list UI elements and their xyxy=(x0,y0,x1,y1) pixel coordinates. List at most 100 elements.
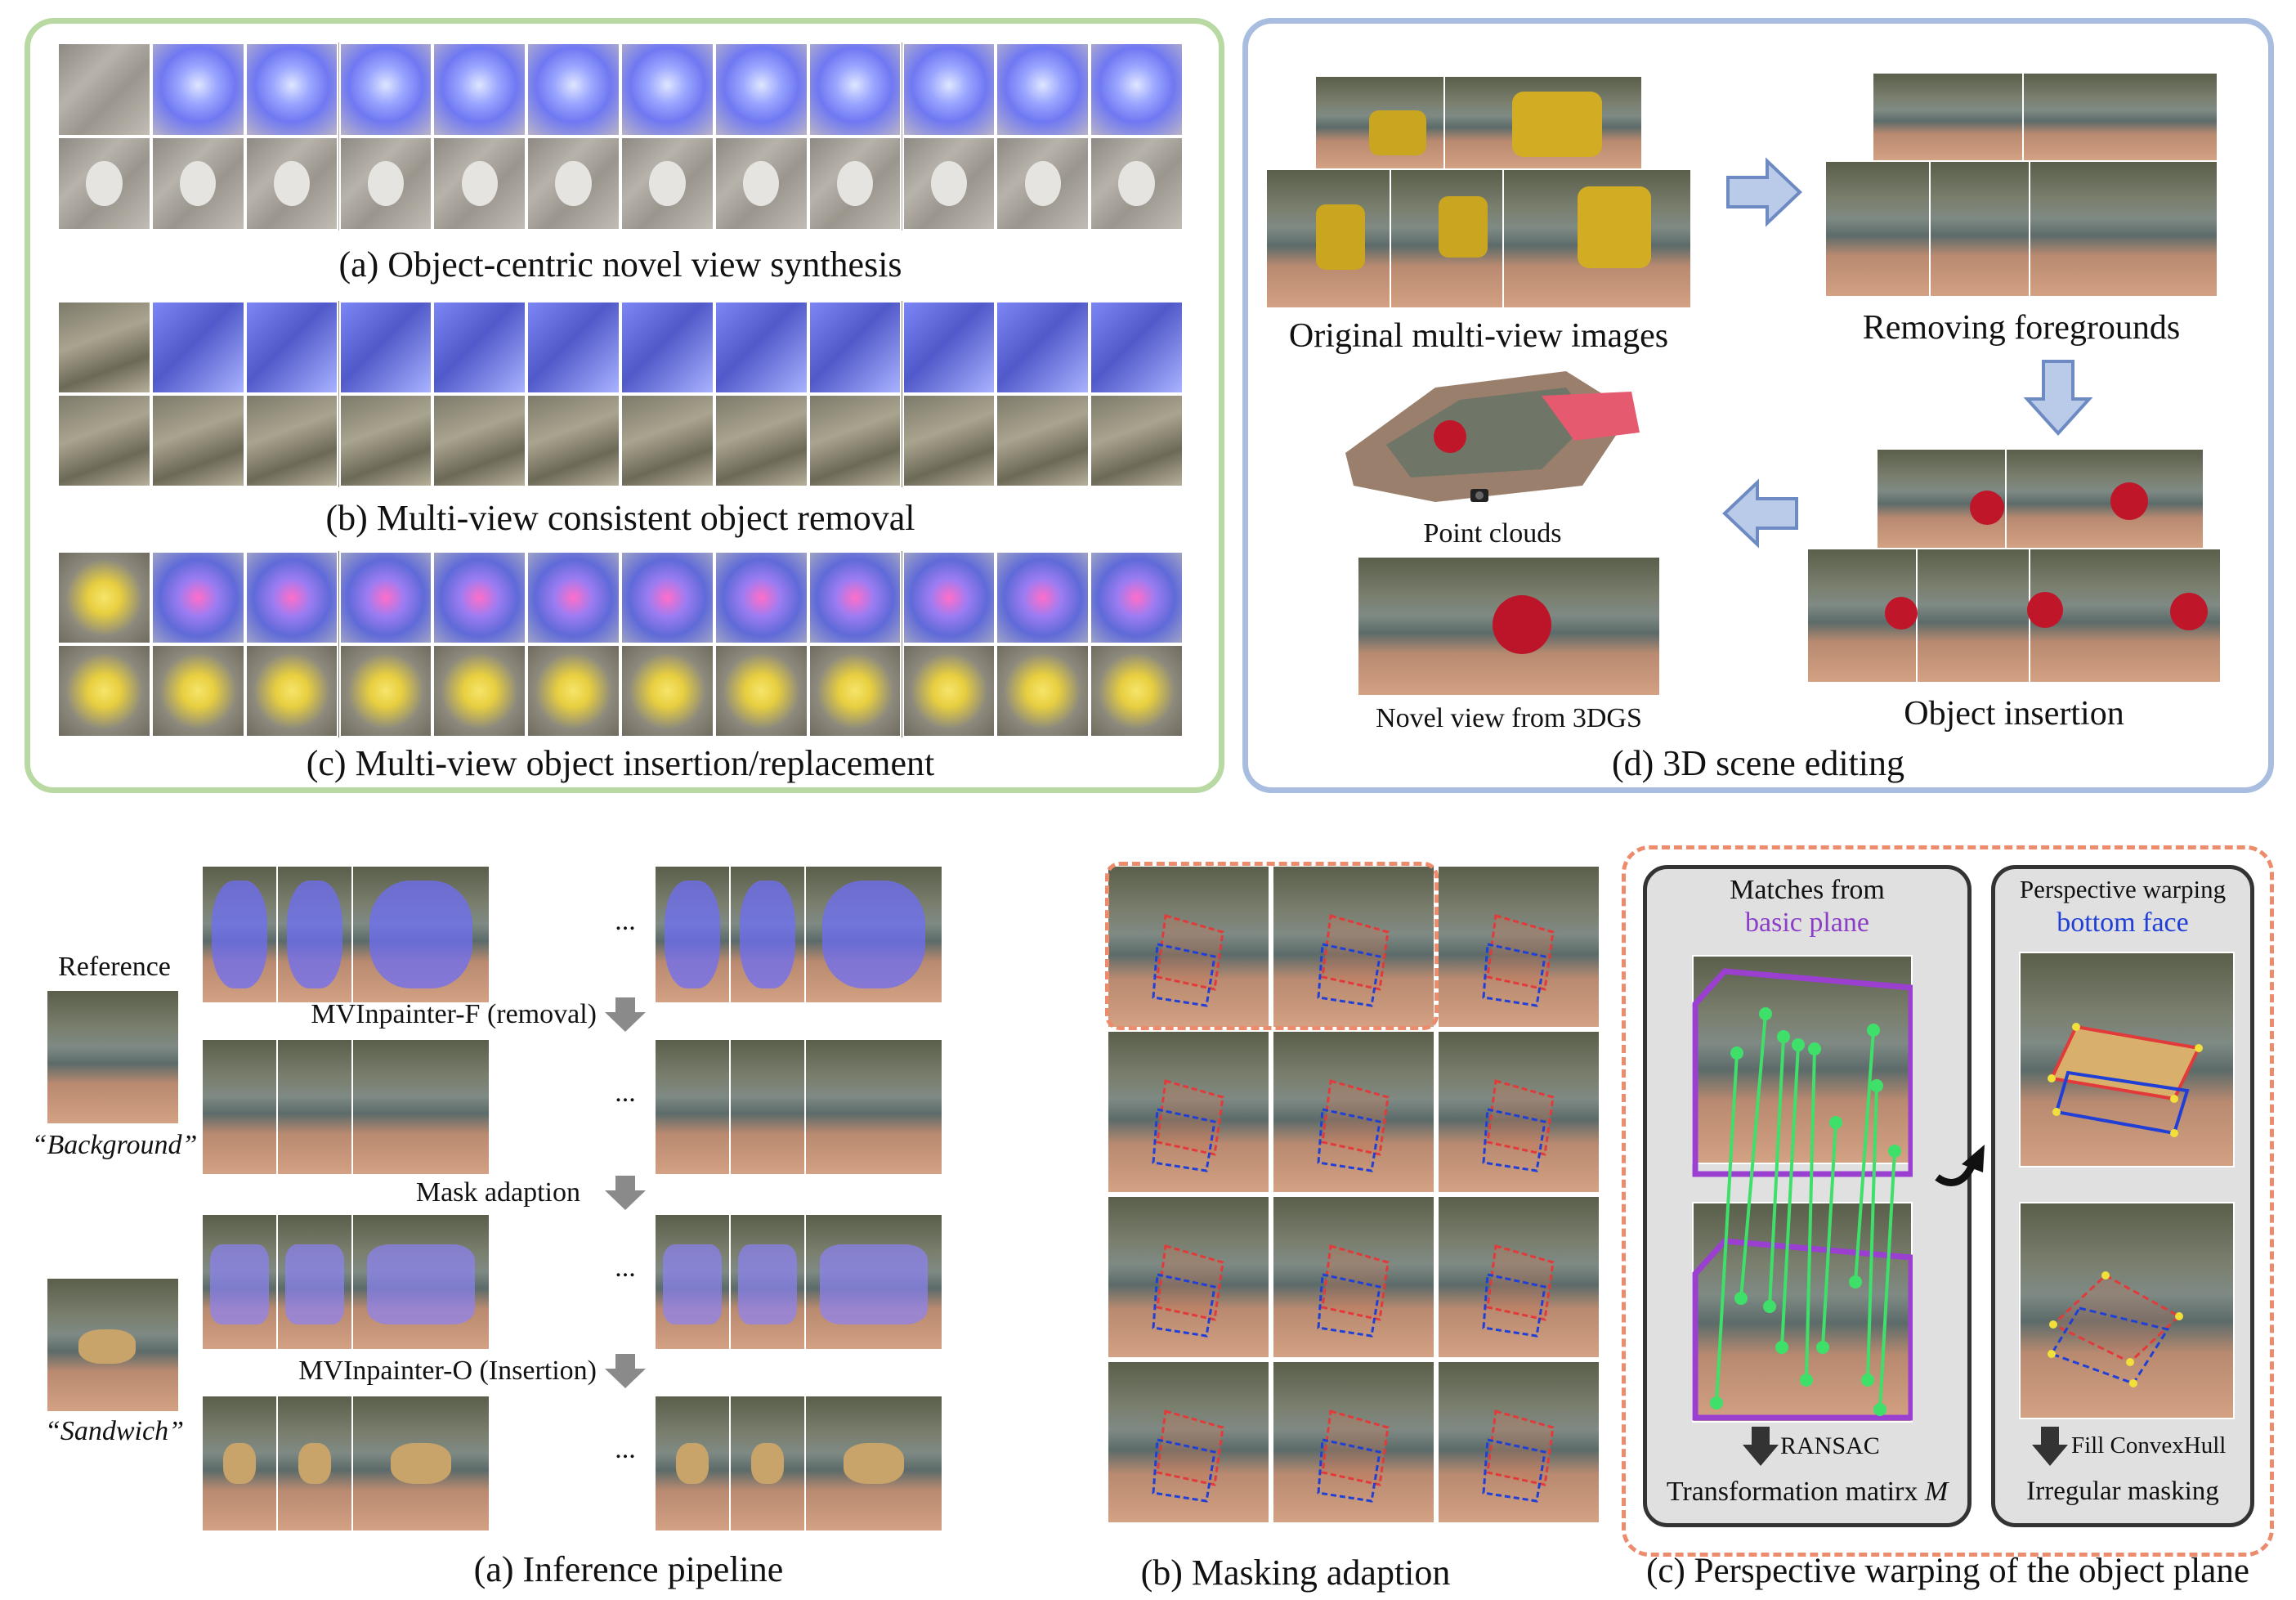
toy-car xyxy=(930,160,968,207)
image-tile xyxy=(338,43,433,137)
image-tile xyxy=(57,137,151,231)
image-tile xyxy=(1090,551,1184,644)
bulldozer-2 xyxy=(1512,92,1602,157)
toy-car xyxy=(649,160,686,207)
removed-image-2 xyxy=(2022,72,2218,162)
step-removal: MVInpainter-F (removal) xyxy=(311,999,597,1029)
image-tile xyxy=(902,551,996,644)
image-tile xyxy=(902,394,996,487)
image-tile xyxy=(432,137,527,231)
image-tile xyxy=(150,301,245,394)
image-tile xyxy=(808,644,902,737)
image-tile xyxy=(57,43,151,137)
irregular-masking-label: Irregular masking xyxy=(2026,1477,2219,1506)
pipeline-image xyxy=(804,1395,943,1532)
image-tile xyxy=(808,301,902,394)
image-tile xyxy=(432,301,527,394)
sandwich xyxy=(844,1443,904,1484)
image-tile xyxy=(1090,137,1184,231)
toy-car xyxy=(86,160,123,207)
pipeline-image xyxy=(351,1395,490,1532)
image-tile xyxy=(526,137,620,231)
image-tile xyxy=(244,43,339,137)
image-tile xyxy=(526,394,620,487)
masking-tile xyxy=(1107,1195,1270,1359)
masking-tile xyxy=(1437,1030,1600,1194)
curved-arrow-icon xyxy=(1935,1145,1985,1186)
sandwich-box-quad xyxy=(2048,1023,2203,1137)
masking-tile xyxy=(1437,1195,1600,1359)
image-tile xyxy=(714,301,808,394)
apple-5 xyxy=(2170,593,2208,630)
down-arrow-step-3 xyxy=(605,1354,646,1388)
strip-object-removal xyxy=(57,301,1184,487)
ellipsis-1: ... xyxy=(615,906,636,936)
image-tile xyxy=(620,394,714,487)
pipeline-image xyxy=(654,865,731,1004)
image-tile xyxy=(1090,394,1184,487)
camera-icon xyxy=(1470,489,1488,502)
bulldozer-1 xyxy=(1369,110,1426,155)
masking-tile xyxy=(1107,1360,1270,1524)
image-tile xyxy=(57,394,151,487)
pipeline-image xyxy=(729,865,806,1004)
label-insertion: Object insertion xyxy=(1904,695,2124,733)
pipeline-row-3 xyxy=(201,1213,1056,1351)
dashed-quad xyxy=(1152,1410,1224,1503)
image-tile xyxy=(150,551,245,644)
image-tile xyxy=(996,551,1090,644)
masking-tile xyxy=(1107,1030,1270,1194)
toy-car xyxy=(367,160,405,207)
pipeline-image xyxy=(201,865,278,1004)
toy-car xyxy=(1118,160,1155,207)
down-arrow-step-2 xyxy=(605,1176,646,1210)
dashed-quad xyxy=(1317,1244,1390,1338)
transformation-var: M xyxy=(1924,1477,1949,1507)
caption-perspective: (c) Perspective warping of the object pl… xyxy=(1646,1552,2249,1590)
pipeline-image xyxy=(351,1038,490,1176)
pipeline-row-2 xyxy=(201,1038,1056,1176)
image-tile xyxy=(526,43,620,137)
toy-car xyxy=(743,160,780,207)
mask-region xyxy=(738,1244,797,1325)
background-quote: “Background” xyxy=(31,1130,198,1160)
masking-tile xyxy=(1272,1360,1435,1524)
image-tile xyxy=(808,551,902,644)
pipeline-image xyxy=(804,1038,943,1176)
left-arrow-icon xyxy=(1722,478,1798,549)
label-removing: Removing foregrounds xyxy=(1862,309,2181,347)
reference-label: Reference xyxy=(58,952,171,982)
dashed-quad xyxy=(1482,914,1555,1007)
image-tile xyxy=(808,137,902,231)
apple-1 xyxy=(1970,491,2004,525)
masking-tile xyxy=(1107,865,1270,1029)
warping-title-2: bottom face xyxy=(2057,908,2189,938)
masking-tile xyxy=(1272,865,1435,1029)
warping-hull-quad xyxy=(2048,1271,2183,1387)
image-tile xyxy=(432,43,527,137)
caption-pipeline: (a) Inference pipeline xyxy=(473,1549,784,1589)
dashed-quad xyxy=(1482,1244,1555,1338)
caption-masking: (b) Masking adaption xyxy=(1140,1553,1451,1593)
transformation-label: Transformation matirx M xyxy=(1643,1478,1972,1506)
pipeline-image xyxy=(804,865,943,1004)
blue-panel xyxy=(1242,18,2274,793)
apple-3 xyxy=(1885,597,1918,630)
right-arrow-icon xyxy=(1726,157,1802,227)
pipeline-row-1 xyxy=(201,865,1056,1004)
masking-tile xyxy=(1272,1195,1435,1359)
toy-car xyxy=(180,160,217,207)
step-mask-adaption: Mask adaption xyxy=(415,1177,580,1208)
masked-bulldozer xyxy=(664,880,721,989)
masking-highlight xyxy=(1105,862,1439,1030)
image-tile xyxy=(996,137,1090,231)
pipeline-image xyxy=(276,1213,353,1351)
image-tile xyxy=(808,394,902,487)
pipeline-image xyxy=(351,1213,490,1351)
apple-2 xyxy=(2110,482,2148,520)
pipeline-image xyxy=(276,1395,353,1532)
image-tile xyxy=(620,301,714,394)
match-lines xyxy=(1692,968,1913,1421)
pipeline-image xyxy=(201,1038,278,1176)
apple-4 xyxy=(2027,592,2063,628)
